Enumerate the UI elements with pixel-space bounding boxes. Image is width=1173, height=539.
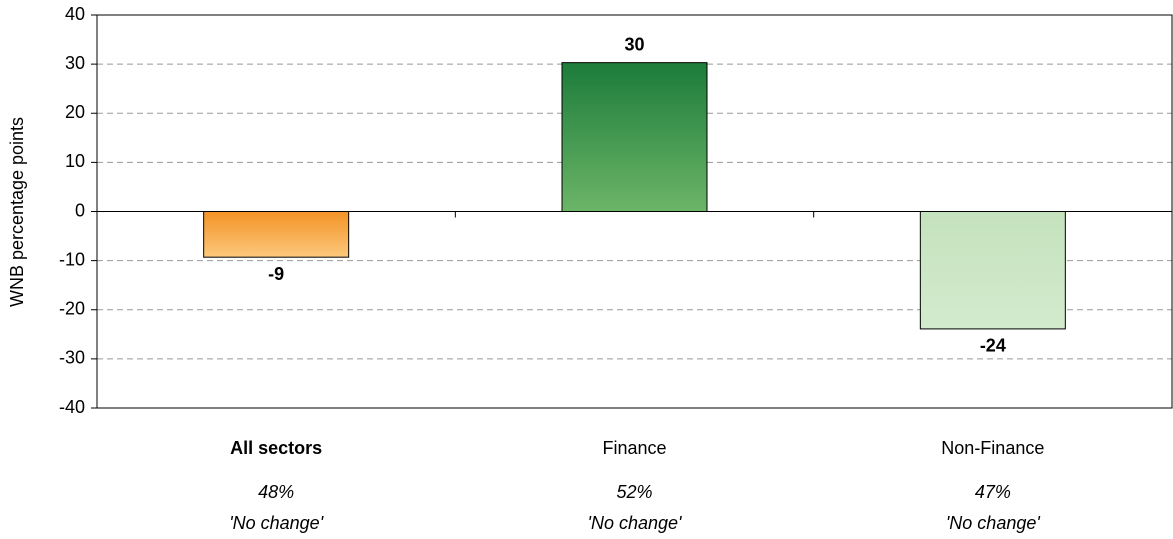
bar xyxy=(561,62,708,213)
x-tick-label: Finance xyxy=(602,438,666,458)
plot-frame xyxy=(96,14,1173,409)
x-tick-label: Non-Finance xyxy=(941,438,1044,458)
category-note: 47% xyxy=(975,482,1011,502)
bar xyxy=(203,211,350,258)
category-note: 'No change' xyxy=(588,513,683,533)
category-note: 'No change' xyxy=(229,513,324,533)
category-note: 48% xyxy=(258,482,294,502)
y-tick-label: 20 xyxy=(65,102,85,122)
y-tick-label: 10 xyxy=(65,151,85,171)
data-label: -24 xyxy=(980,336,1006,356)
y-tick-label: -10 xyxy=(59,249,85,269)
category-note: 'No change' xyxy=(946,513,1041,533)
data-label: -9 xyxy=(268,264,284,284)
data-label: 30 xyxy=(624,34,644,54)
y-tick-label: 40 xyxy=(65,4,85,24)
y-tick-label: 0 xyxy=(75,200,85,220)
y-tick-label: -40 xyxy=(59,397,85,417)
y-tick-label: -30 xyxy=(59,348,85,368)
y-axis-label: WNB percentage points xyxy=(7,117,27,307)
bar xyxy=(919,211,1066,330)
y-tick-label: 30 xyxy=(65,53,85,73)
y-tick-label: -20 xyxy=(59,299,85,319)
category-note: 52% xyxy=(616,482,652,502)
x-tick-label: All sectors xyxy=(230,438,322,458)
